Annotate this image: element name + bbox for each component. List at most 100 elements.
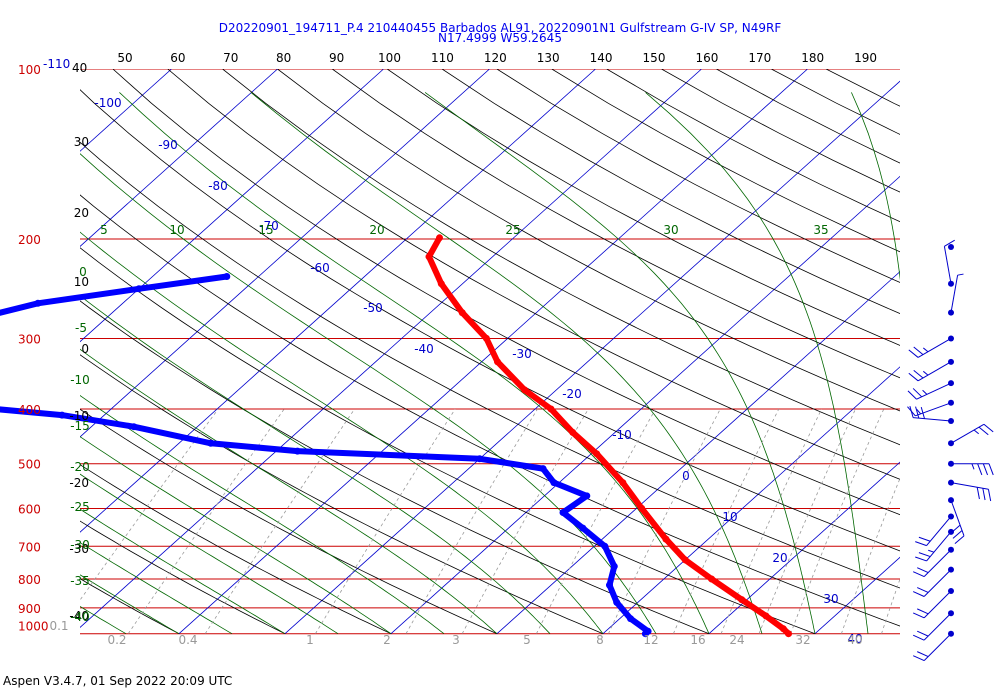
dewpoint-trace-point [606,581,613,589]
temperature-trace-point [593,450,601,458]
temperature-trace-point [779,625,787,633]
mixing-ratio-line [204,408,355,634]
moist-adiabat-label: 25 [505,223,520,237]
chart-title-line-1: D20220901_194711_P.4 210440455 Barbados … [218,21,782,35]
top-axis-label: 160 [695,51,718,65]
dry-adiabat-130 [441,69,900,314]
top-axis-label: 130 [537,51,560,65]
dry-adiabat-200 [825,69,900,107]
mixing-ratio-line [127,408,285,634]
temperature-trace-line [426,234,792,637]
left-axis-label: -30 [69,542,89,556]
wind-barb [909,405,954,424]
background-lines [80,69,900,635]
isotherm-label: -40 [414,342,434,356]
temperature-trace-point [521,386,529,394]
temperature-trace-point [482,334,490,342]
isotherm--20 [284,80,900,635]
mixing-ratio-label: 1 [306,633,314,647]
moist-adiabat-label: 5 [100,223,108,237]
dewpoint-trace-point [130,423,138,431]
isotherm--70 [80,69,384,343]
mixing-ratio-line [405,408,538,634]
moist-adiabat-label: -40 [70,610,90,624]
dewpoint-trace-point [58,411,66,419]
dry-adiabat-140 [496,69,900,283]
top-axis-label: 80 [276,51,291,65]
dry-adiabat-50 [80,141,900,589]
temperature-trace-point [547,405,555,413]
top-axis-label: 120 [484,51,507,65]
top-axis-label: 70 [223,51,238,65]
dry-adiabat-60 [80,89,900,552]
dewpoint-trace-point [627,615,634,623]
dry-adiabat-0 [80,408,498,635]
dry-adiabat-40 [80,194,900,627]
isotherm-label: 20 [772,551,787,565]
dry-adiabat-110 [332,69,900,379]
moist-adiabat-35 [645,92,869,634]
top-axis-label: 60 [170,51,185,65]
mixing-ratio-label: 0.2 [107,633,126,647]
wind-barb [908,358,954,382]
isotherm-label: -90 [158,138,178,152]
mixing-ratio-label: 40 [847,633,862,647]
dewpoint-trace-point [135,285,143,293]
moist-adiabat-label: -30 [70,538,90,552]
mixing-ratio-label: 3 [452,633,460,647]
isotherm--60 [80,69,490,438]
wind-barb [948,244,954,250]
dewpoint-trace-point [223,273,231,280]
moist-adiabat--25 [80,542,233,635]
top-axis-label: 170 [748,51,771,65]
dry-adiabat--10 [80,464,392,635]
mixing-ratio-line [673,408,780,634]
dry-adiabat-30 [80,247,816,635]
moist-adiabat--15 [80,473,339,635]
wind-barb [912,630,954,662]
mixing-ratio-line [608,408,721,634]
temperature-trace-point [785,630,792,638]
dry-adiabat--20 [80,520,286,635]
moist-adiabat-label: -35 [70,574,90,588]
wind-barb [912,587,954,619]
left-axis-label: -20 [69,476,89,490]
moist-adiabat-label: -25 [70,500,90,514]
moist-adiabat-label: 35 [813,223,828,237]
wind-barb [912,566,954,597]
dry-adiabat-80 [167,69,900,480]
pressure-label: 400 [18,403,41,417]
dewpoint-trace-point [610,562,618,570]
wind-barb [943,239,955,287]
dewpoint-trace-point [539,465,547,473]
dewpoint-trace-line [0,273,652,637]
top-axis-label: 90 [329,51,344,65]
temperature-trace-point [762,612,770,620]
isotherm-label: -10 [612,428,632,442]
top-axis-label: 40 [72,61,87,75]
isotherm-label: -70 [259,219,279,233]
moist-adiabat-15 [80,153,657,634]
sounding-traces [0,234,792,638]
moist-adiabat-0 [80,348,498,635]
dewpoint-trace-point [293,447,301,455]
moist-adiabat--5 [80,395,445,635]
top-axis-label: 100 [378,51,401,65]
moist-adiabat-label: -5 [75,321,87,335]
isotherm-label: 0 [682,469,690,483]
mixing-ratio-line [461,408,589,634]
pressure-label: 300 [18,332,41,346]
isotherm-label: 30 [823,592,838,606]
isotherm-label: -60 [310,261,330,275]
top-axis-label: 50 [117,51,132,65]
temperature-trace-point [738,596,746,604]
moist-adiabat-10 [80,231,604,634]
moist-adiabat-label: -20 [70,460,90,474]
temperature-trace-point [662,535,670,543]
temperature-trace-point [425,253,433,261]
pressure-label: 1000 [18,620,49,634]
dry-adiabat-70 [112,69,900,516]
wind-barb [912,546,954,578]
isotherm-20 [708,461,900,635]
